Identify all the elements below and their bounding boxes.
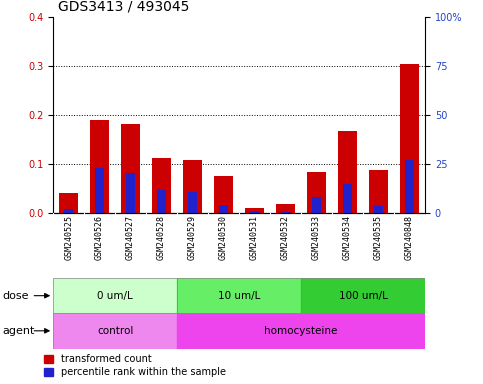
Bar — [338, 131, 357, 213]
Bar — [95, 168, 104, 213]
Bar — [184, 160, 202, 213]
Text: GSM240530: GSM240530 — [219, 215, 228, 260]
Text: GSM240529: GSM240529 — [188, 215, 197, 260]
Bar — [281, 212, 290, 213]
Bar — [219, 205, 228, 213]
Bar — [374, 206, 383, 213]
Text: GSM240531: GSM240531 — [250, 215, 259, 260]
Bar — [343, 184, 352, 213]
Bar — [312, 197, 321, 213]
Bar — [53, 278, 177, 313]
Text: 100 um/L: 100 um/L — [339, 291, 387, 301]
Text: GSM240533: GSM240533 — [312, 215, 321, 260]
Bar — [250, 211, 259, 213]
Text: GSM240534: GSM240534 — [343, 215, 352, 260]
Text: homocysteine: homocysteine — [264, 326, 338, 336]
Bar — [214, 176, 233, 213]
Bar — [301, 278, 425, 313]
Text: GSM240525: GSM240525 — [64, 215, 73, 260]
Text: GSM240535: GSM240535 — [374, 215, 383, 260]
Bar — [59, 192, 78, 213]
Text: GSM240527: GSM240527 — [126, 215, 135, 260]
Text: GSM240526: GSM240526 — [95, 215, 104, 260]
Bar — [369, 170, 388, 213]
Bar — [126, 173, 135, 213]
Text: 0 um/L: 0 um/L — [97, 291, 133, 301]
Bar — [177, 278, 301, 313]
Text: 10 um/L: 10 um/L — [218, 291, 260, 301]
Text: agent: agent — [2, 326, 35, 336]
Bar — [64, 209, 73, 213]
Bar — [177, 313, 425, 349]
Bar — [400, 64, 419, 213]
Bar — [90, 120, 109, 213]
Text: dose: dose — [2, 291, 29, 301]
Bar — [405, 160, 414, 213]
Bar — [157, 190, 166, 213]
Text: control: control — [97, 326, 133, 336]
Text: GSM240528: GSM240528 — [157, 215, 166, 260]
Text: GDS3413 / 493045: GDS3413 / 493045 — [58, 0, 189, 13]
Text: GSM240532: GSM240532 — [281, 215, 290, 260]
Bar — [245, 208, 264, 213]
Bar — [276, 204, 295, 213]
Text: GSM240848: GSM240848 — [405, 215, 414, 260]
Bar — [307, 172, 326, 213]
Bar — [121, 124, 140, 213]
Legend: transformed count, percentile rank within the sample: transformed count, percentile rank withi… — [43, 354, 226, 377]
Bar — [53, 313, 177, 349]
Bar — [188, 192, 197, 213]
Bar — [152, 158, 171, 213]
